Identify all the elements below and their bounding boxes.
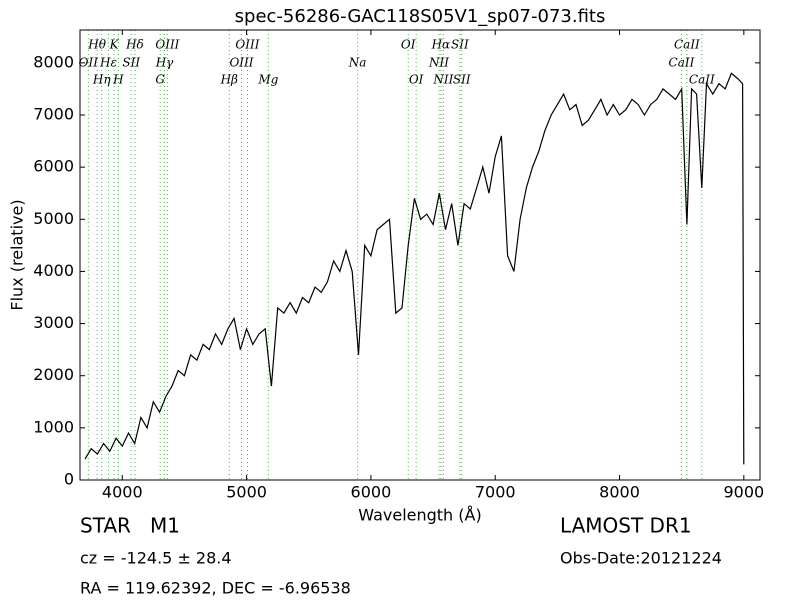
spectral-line-label: Hη: [92, 73, 111, 87]
x-tick-label: 6000: [351, 483, 392, 502]
spectral-line-label: SII: [451, 38, 469, 52]
obs-date: Obs-Date:20121224: [560, 549, 722, 568]
x-tick-label: 9000: [723, 483, 764, 502]
spectral-line-label: OIII: [229, 56, 253, 70]
x-tick-label: 8000: [599, 483, 640, 502]
y-tick-label: 8000: [33, 52, 74, 71]
spectral-line-label: Hβ: [220, 73, 238, 87]
spectral-line-label: OI: [401, 38, 416, 52]
spectral-line-label: OIII: [155, 38, 179, 52]
redshift: cz = -124.5 ± 28.4: [80, 549, 232, 568]
spectral-line-label: NII: [428, 56, 449, 70]
y-axis-label: Flux (relative): [8, 199, 27, 310]
y-tick-label: 7000: [33, 104, 74, 123]
y-tick-label: 4000: [33, 261, 74, 280]
spectral-line-label: OI: [409, 73, 424, 87]
chart-title: spec-56286-GAC118S05V1_sp07-073.fits: [235, 6, 606, 27]
x-tick-label: 4000: [102, 483, 143, 502]
spectral-line-label: SII: [453, 73, 471, 87]
x-axis-label: Wavelength (Å): [358, 506, 481, 525]
survey: LAMOST DR1: [560, 514, 692, 538]
spectral-line-label: Hδ: [125, 38, 144, 52]
spectral-line-label: NII: [432, 73, 453, 87]
x-tick-label: 7000: [475, 483, 516, 502]
spectral-line-label: Hγ: [155, 56, 174, 70]
y-tick-label: 6000: [33, 157, 74, 176]
plot-frame: [79, 29, 761, 481]
y-tick-label: 1000: [33, 417, 74, 436]
spectral-line-label: CaII: [674, 38, 700, 52]
spectral-line-label: K: [109, 38, 120, 52]
spectrum-line: [84, 72, 745, 465]
spectral-line-label: CaII: [669, 56, 695, 70]
spectral-line-label: Hε: [99, 56, 117, 70]
y-tick-label: 2000: [33, 365, 74, 384]
spectral-line-label: Hα: [431, 38, 451, 52]
x-tick-label: 5000: [226, 483, 267, 502]
y-tick-label: 0: [64, 470, 74, 489]
spectral-line-label: SII: [122, 56, 140, 70]
spectral-line-label: OII: [79, 56, 99, 70]
coordinates: RA = 119.62392, DEC = -6.96538: [80, 579, 351, 598]
spectral-line-label: Na: [348, 56, 367, 70]
y-tick-label: 5000: [33, 209, 74, 228]
y-tick-label: 3000: [33, 313, 74, 332]
spectral-line-label: Hθ: [87, 38, 106, 52]
spectral-line-label: H: [112, 73, 124, 87]
spectral-line-label: Mg: [257, 73, 278, 87]
spectral-line-label: OIII: [235, 38, 259, 52]
spectral-line-label: CaII: [689, 73, 715, 87]
object-class: STAR M1: [80, 514, 180, 538]
spectral-line-label: G: [155, 73, 165, 87]
